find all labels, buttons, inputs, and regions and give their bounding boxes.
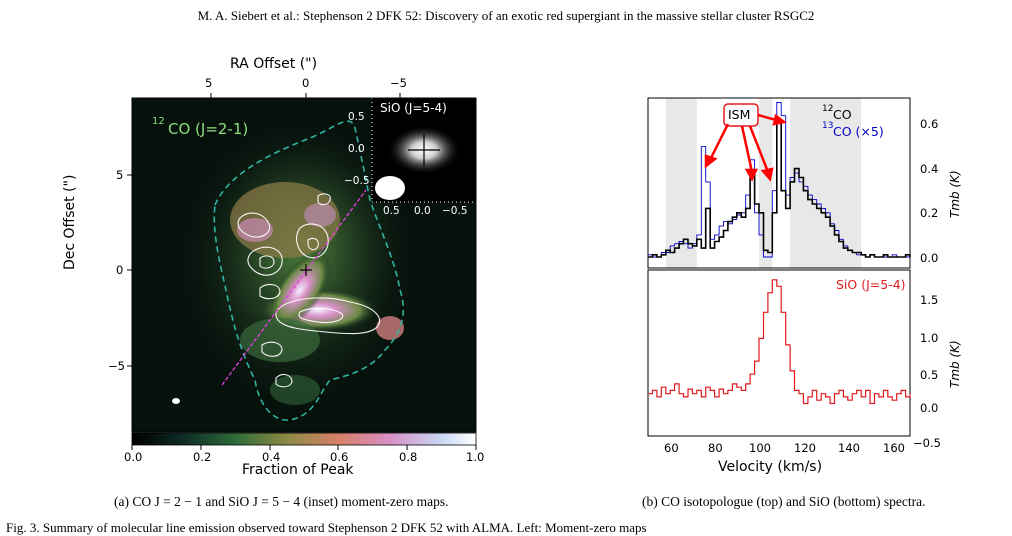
top-y-tick: 0.0 xyxy=(920,251,939,265)
shaded-velocity-range xyxy=(759,98,773,268)
ra-tick: −5 xyxy=(390,76,407,90)
figure-caption: Fig. 3. Summary of molecular line emissi… xyxy=(6,520,647,535)
colorbar-tick: 1.0 xyxy=(466,450,485,464)
sio-inset xyxy=(371,98,476,203)
ra-tick: 5 xyxy=(205,76,213,90)
dec-tick: 0 xyxy=(116,263,124,277)
top-ylabel: Tmb (K) xyxy=(948,170,962,218)
spectra-panel xyxy=(647,97,911,437)
colorbar xyxy=(131,432,477,450)
sio-label: SiO (J=5-4) xyxy=(836,277,906,292)
inset-x-tick: −0.5 xyxy=(442,205,468,217)
bottom-y-tick: 0.0 xyxy=(920,401,939,415)
bottom-ylabel: Tmb (K) xyxy=(948,340,962,388)
ra-tick: 0 xyxy=(302,76,310,90)
inset-x-tick: 0.5 xyxy=(383,205,400,217)
colorbar-label: Fraction of Peak xyxy=(242,462,354,478)
ism-annotation xyxy=(704,103,787,182)
map-panel xyxy=(127,93,477,433)
legend-12co: CO xyxy=(833,107,852,122)
shaded-velocity-range xyxy=(665,98,697,268)
bottom-y-tick: 1.5 xyxy=(920,293,939,307)
top-y-tick: 0.4 xyxy=(920,162,939,176)
inset-y-tick: 0.5 xyxy=(348,111,365,123)
bottom-y-tick: −0.5 xyxy=(913,436,941,450)
top-y-tick: 0.2 xyxy=(920,206,939,220)
colorbar-tick: 0.6 xyxy=(330,450,349,464)
inset-label: SiO (J=5-4) xyxy=(380,101,447,115)
x-tick: 120 xyxy=(794,441,816,455)
inset-y-tick: −0.5 xyxy=(344,175,370,187)
legend-13co-sup: 13 xyxy=(822,121,834,131)
inset-x-tick: 0.0 xyxy=(414,205,431,217)
colorbar-tick: 0.8 xyxy=(399,450,418,464)
x-tick: 140 xyxy=(838,441,860,455)
x-tick: 60 xyxy=(664,441,679,455)
left-caption: (a) CO J = 2 − 1 and SiO J = 5 − 4 (inse… xyxy=(114,494,449,509)
colorbar-tick: 0.4 xyxy=(262,450,281,464)
map-label: CO (J=2-1) xyxy=(168,120,249,138)
map-label-prefix: 12 xyxy=(152,116,165,127)
bottom-y-tick: 1.0 xyxy=(920,331,939,345)
x-tick: 100 xyxy=(749,441,771,455)
inset-y-tick: 0.0 xyxy=(348,143,365,155)
bottom-y-tick: 0.5 xyxy=(920,368,939,382)
sio-spectrum-line xyxy=(648,279,911,405)
dec-tick: −5 xyxy=(108,359,125,373)
legend-13co: CO (×5) xyxy=(833,124,884,139)
ra-axis-label: RA Offset (") xyxy=(230,56,318,72)
running-header: M. A. Siebert et al.: Stephenson 2 DFK 5… xyxy=(197,8,815,23)
right-caption: (b) CO isotopologue (top) and SiO (botto… xyxy=(642,494,926,509)
colorbar-tick: 0.2 xyxy=(193,450,212,464)
colorbar-tick: 0.0 xyxy=(124,450,143,464)
x-tick: 160 xyxy=(883,441,905,455)
shaded-velocity-range xyxy=(790,98,862,268)
x-tick: 80 xyxy=(708,441,723,455)
legend-12co-sup: 12 xyxy=(822,104,834,114)
top-y-tick: 0.6 xyxy=(920,117,939,131)
velocity-xlabel: Velocity (km/s) xyxy=(718,459,823,475)
ism-label: ISM xyxy=(728,107,751,122)
dec-tick: 5 xyxy=(116,168,124,182)
co12-spectrum-line xyxy=(648,119,911,258)
